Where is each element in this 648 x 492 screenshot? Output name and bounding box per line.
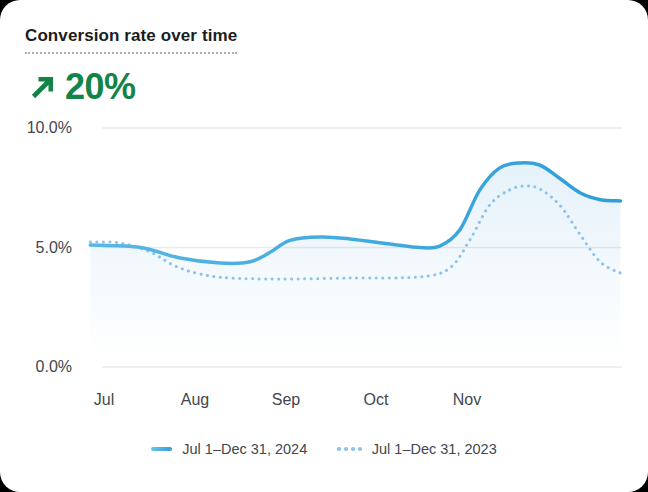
- legend-item-2024[interactable]: Jul 1–Dec 31, 2024: [151, 441, 307, 457]
- conversion-rate-card: 10.0% 5.0% 0.0% Jul Aug Sep Oct Nov Conversion…: [0, 0, 648, 492]
- y-axis-tick-label: 0.0%: [10, 357, 72, 377]
- card-title: Conversion rate over time: [25, 26, 237, 54]
- legend-solid-line-swatch: [151, 447, 172, 451]
- chart-legend: Jul 1–Dec 31, 2024 Jul 1–Dec 31, 2023: [0, 441, 648, 457]
- y-axis-tick-label: 10.0%: [10, 118, 72, 138]
- legend-label-2024: Jul 1–Dec 31, 2024: [182, 441, 307, 457]
- x-axis-tick-label: Aug: [160, 390, 230, 410]
- x-axis-tick-label: Oct: [341, 390, 411, 410]
- stat-value: 20%: [65, 66, 136, 108]
- legend-item-2023[interactable]: Jul 1–Dec 31, 2023: [337, 441, 496, 457]
- legend-label-2023: Jul 1–Dec 31, 2023: [372, 441, 497, 457]
- x-axis-tick-label: Jul: [69, 390, 139, 410]
- trend-up-arrow-icon: [29, 74, 56, 101]
- y-axis-tick-label: 5.0%: [10, 238, 72, 258]
- x-axis-tick-label: Sep: [251, 390, 321, 410]
- stat-change: 20%: [29, 66, 136, 108]
- x-axis-tick-label: Nov: [432, 390, 502, 410]
- legend-dotted-line-swatch: [337, 447, 362, 451]
